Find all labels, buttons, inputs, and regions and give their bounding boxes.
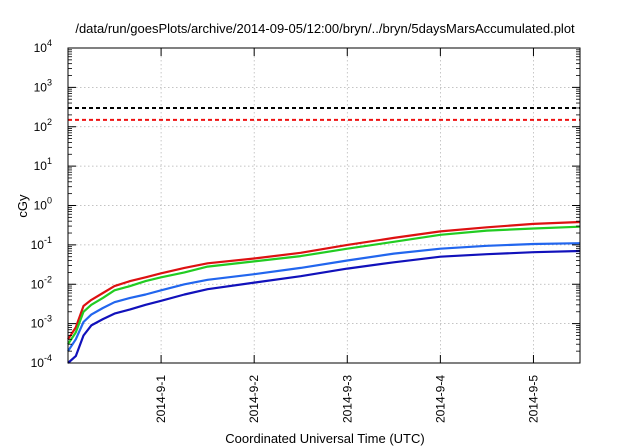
series-lines: [67, 220, 581, 364]
y-tick-label: 10-1: [31, 235, 52, 252]
y-axis-ticks: 10-4 10-3 10-2 10-1 100 101 102 103 104: [31, 38, 580, 370]
x-tick-label: 2014-9-4: [433, 375, 447, 423]
series-line: [67, 225, 581, 345]
x-tick-label: 2014-9-1: [154, 375, 168, 423]
y-tick-label: 104: [34, 38, 52, 55]
y-tick-label: 10-3: [31, 314, 52, 331]
x-tick-label: 2014-9-2: [247, 375, 261, 423]
y-tick-label: 103: [34, 77, 52, 94]
series-line: [67, 242, 581, 352]
y-tick-label: 10-2: [31, 274, 52, 291]
series-line: [67, 249, 581, 364]
x-axis-ticks: 2014-9-1 2014-9-2 2014-9-3 2014-9-4 2014-9-5: [154, 48, 540, 423]
x-tick-label: 2014-9-3: [340, 375, 354, 423]
y-axis-label: cGy: [15, 194, 30, 218]
reference-lines: [68, 106, 580, 121]
x-tick-label: 2014-9-5: [526, 375, 540, 423]
series-line: [67, 220, 581, 340]
y-tick-label: 10-4: [31, 353, 52, 370]
grid: [68, 48, 580, 363]
y-tick-label: 102: [34, 117, 52, 134]
y-tick-label: 101: [34, 156, 52, 173]
x-axis-label: Coordinated Universal Time (UTC): [225, 431, 424, 446]
chart-title: /data/run/goesPlots/archive/2014-09-05/1…: [75, 21, 575, 36]
y-tick-label: 100: [34, 196, 52, 213]
